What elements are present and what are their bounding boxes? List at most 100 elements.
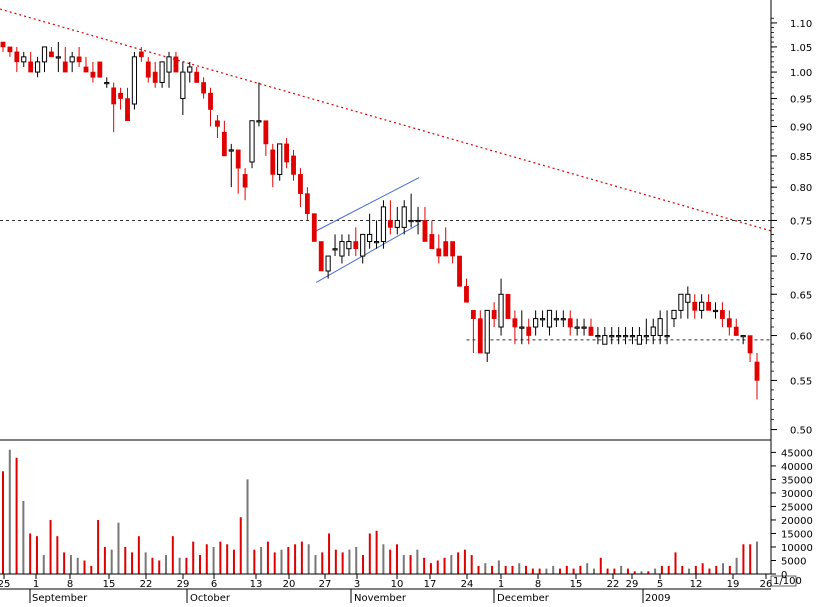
candle-body — [249, 120, 255, 163]
candle-body — [346, 241, 352, 250]
price-tick-label: 0.65 — [790, 290, 812, 301]
month-label: September — [32, 593, 88, 603]
candle-body — [401, 206, 407, 228]
panel-frame — [0, 0, 772, 590]
date-tick-label: 15 — [103, 579, 116, 590]
candle-body — [740, 335, 746, 338]
month-label: 2009 — [645, 593, 670, 603]
candle-body — [484, 309, 490, 354]
candle-body — [311, 213, 317, 242]
date-tick-label: 29 — [626, 579, 639, 590]
volume-tick-label: 5000 — [781, 556, 806, 567]
candle-body — [595, 335, 601, 338]
date-tick-label: 29 — [177, 579, 190, 590]
candle-body — [629, 335, 636, 338]
candle-body — [754, 361, 760, 381]
volume-tick-label: 45000 — [781, 448, 813, 459]
candle-body — [657, 318, 663, 337]
candle-body — [173, 56, 179, 73]
candle-body — [318, 241, 324, 272]
date-tick-label: 8 — [535, 579, 541, 590]
date-tick-label: 26 — [760, 579, 773, 590]
candle-body — [14, 51, 20, 63]
candle-body — [387, 220, 393, 228]
candle-body — [21, 56, 27, 63]
candle-body — [325, 255, 331, 272]
date-tick-label: 8 — [67, 579, 73, 590]
downtrend-line — [0, 8, 772, 232]
volume-tick-label: 10000 — [781, 543, 813, 554]
volume-tick-label: 15000 — [781, 529, 813, 540]
candle-body — [422, 220, 428, 242]
candle-body — [69, 56, 75, 63]
candle-body — [373, 241, 380, 244]
price-tick-label: 0.70 — [790, 252, 812, 263]
candle-body — [215, 120, 220, 127]
candle-body — [367, 233, 373, 243]
candle-body — [394, 219, 400, 228]
price-tick-label: 0.75 — [790, 216, 812, 227]
candle-body — [643, 335, 649, 338]
date-tick-label: 24 — [461, 579, 474, 590]
candle-body — [145, 61, 151, 78]
candle-body — [747, 335, 753, 354]
candle-body — [62, 61, 68, 73]
candle-body — [118, 92, 123, 99]
candle-body — [332, 248, 338, 251]
candle-body — [55, 56, 61, 59]
candle-body — [491, 310, 497, 319]
candle-body — [138, 51, 144, 58]
volume-panel: 4500040000350003000025000200001500010000… — [2, 448, 813, 587]
candle-body — [298, 174, 303, 194]
price-tick-label: 0.60 — [790, 332, 812, 343]
month-label: November — [354, 593, 407, 603]
candle-body — [277, 143, 283, 175]
candle-body — [49, 51, 54, 58]
candle-body — [519, 326, 525, 329]
candle-body — [664, 335, 670, 338]
candle-body — [678, 293, 684, 311]
candle-body — [339, 241, 345, 257]
date-tick-label: 3 — [354, 579, 360, 590]
candle-body — [304, 193, 310, 214]
date-tick-label: 13 — [250, 579, 263, 590]
price-tick-label: 0.90 — [790, 122, 812, 133]
candle-body — [574, 326, 580, 329]
candle-body — [166, 56, 172, 73]
date-tick-label: 22 — [140, 579, 153, 590]
candle-body — [671, 309, 677, 320]
candle-body — [588, 326, 594, 336]
date-tick-label: 1 — [33, 579, 39, 590]
candle-body — [0, 41, 6, 48]
candle-body — [291, 155, 296, 175]
candle-body — [353, 241, 359, 250]
volume-scale-box — [770, 575, 797, 587]
date-tick-label: 10 — [391, 579, 404, 590]
volume-tick-label: 35000 — [781, 475, 813, 486]
candle-body — [380, 206, 387, 243]
candle-body — [560, 318, 566, 321]
channel-lower-line — [315, 223, 420, 283]
candle-body — [567, 318, 573, 328]
date-tick-label: 22 — [607, 579, 620, 590]
date-tick-label: 6 — [211, 579, 217, 590]
price-tick-label: 1.00 — [790, 68, 812, 79]
volume-tick-label: 30000 — [781, 489, 813, 500]
date-tick-label: 20 — [283, 579, 296, 590]
candle-body — [41, 46, 48, 63]
candle-body — [546, 309, 553, 328]
date-tick-label: 5 — [657, 579, 663, 590]
candle-body — [111, 87, 117, 105]
candle-body — [505, 293, 511, 319]
candle-body — [83, 66, 89, 73]
candle-body — [470, 310, 476, 319]
candle-body — [706, 301, 711, 311]
candle-body — [636, 335, 643, 345]
candle-body — [512, 318, 518, 328]
candle-body — [194, 71, 200, 83]
candle-body — [712, 309, 719, 313]
candle-body — [699, 301, 705, 311]
date-axis: 25 1 8 15 22 29 6 13 20 27 3 10 17 24 1 8 15 22 29 5 12 19 26 S… — [0, 574, 773, 604]
date-tick-label: 12 — [690, 579, 703, 590]
